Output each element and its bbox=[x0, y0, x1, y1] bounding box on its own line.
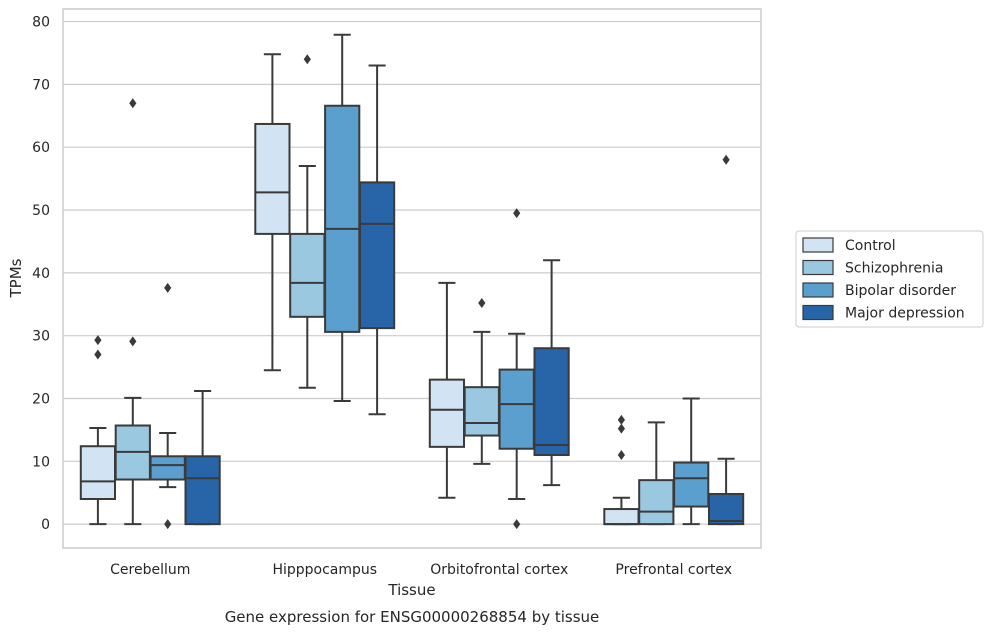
legend-swatch bbox=[802, 304, 834, 321]
box-major-depression bbox=[358, 64, 396, 416]
box-schizophrenia bbox=[289, 54, 326, 389]
y-axis-title: TPMs bbox=[7, 258, 25, 298]
box bbox=[463, 386, 500, 437]
box bbox=[324, 104, 361, 333]
box-control bbox=[254, 53, 291, 372]
y-tick-label: 50 bbox=[32, 203, 50, 219]
box-schizophrenia bbox=[638, 421, 675, 526]
plot-frame bbox=[62, 8, 762, 549]
y-tick-label: 70 bbox=[32, 77, 50, 93]
box-bipolar-disorder bbox=[149, 282, 186, 530]
box-schizophrenia bbox=[114, 98, 151, 526]
x-tick-labels: Cerebellum Hipppocampus Orbitofrontal cort… bbox=[110, 562, 732, 578]
box bbox=[254, 122, 291, 235]
box bbox=[603, 508, 640, 526]
chart-caption: Gene expression for ENSG00000268854 by t… bbox=[225, 608, 600, 626]
box-major-depression bbox=[184, 389, 221, 526]
legend-label: Bipolar disorder bbox=[845, 283, 956, 299]
box bbox=[149, 455, 186, 481]
y-tick-label: 80 bbox=[32, 15, 50, 31]
box bbox=[289, 232, 326, 318]
box-control bbox=[79, 335, 117, 526]
box bbox=[428, 378, 466, 448]
x-tick-label: Prefrontal cortex bbox=[615, 562, 732, 578]
box bbox=[533, 347, 570, 457]
legend-label: Schizophrenia bbox=[845, 261, 943, 277]
x-tick-label: Cerebellum bbox=[110, 562, 190, 578]
box-bipolar-disorder bbox=[673, 397, 710, 526]
legend-frame bbox=[795, 230, 984, 328]
legend-label: Control bbox=[845, 238, 896, 254]
box bbox=[79, 445, 117, 501]
y-tick-label: 40 bbox=[32, 266, 50, 282]
outlier-point bbox=[303, 54, 311, 65]
outlier-point bbox=[722, 154, 730, 165]
y-tick-label: 60 bbox=[32, 140, 50, 156]
y-tick-label: 30 bbox=[32, 329, 50, 345]
outlier-point bbox=[513, 519, 521, 530]
box-major-depression bbox=[533, 259, 570, 487]
outlier-point bbox=[478, 298, 486, 308]
legend-label: Major depression bbox=[845, 306, 965, 322]
box bbox=[638, 479, 675, 526]
gridlines bbox=[63, 20, 761, 525]
box bbox=[673, 461, 710, 508]
legend: Control Schizophrenia Bipolar disorder Majo… bbox=[795, 230, 984, 328]
outlier-point bbox=[129, 98, 137, 109]
y-tick-label: 20 bbox=[32, 391, 50, 407]
outlier-point bbox=[513, 208, 521, 219]
outlier-point bbox=[94, 335, 102, 346]
legend-swatch bbox=[802, 237, 834, 253]
x-tick-label: Hipppocampus bbox=[272, 562, 377, 578]
outlier-point bbox=[94, 349, 102, 360]
y-tick-label: 10 bbox=[32, 454, 50, 470]
box bbox=[358, 181, 396, 330]
outlier-point bbox=[617, 450, 625, 461]
box-major-depression bbox=[707, 154, 745, 526]
outlier-point bbox=[617, 423, 625, 434]
y-tick-labels: 0 10 20 30 40 50 60 70 80 bbox=[32, 15, 50, 534]
legend-swatch bbox=[802, 259, 834, 276]
box bbox=[184, 455, 221, 526]
x-tick-label: Orbitofrontal cortex bbox=[430, 562, 568, 578]
outlier-point bbox=[617, 414, 625, 425]
outlier-point bbox=[164, 282, 172, 293]
outlier-point bbox=[129, 336, 137, 347]
legend-swatch bbox=[802, 282, 834, 298]
outlier-point bbox=[164, 519, 172, 530]
x-axis-title: Tissue bbox=[387, 581, 435, 599]
box bbox=[707, 492, 745, 526]
box bbox=[498, 368, 535, 450]
y-tick-label: 0 bbox=[41, 517, 50, 533]
box-groups bbox=[79, 33, 745, 530]
